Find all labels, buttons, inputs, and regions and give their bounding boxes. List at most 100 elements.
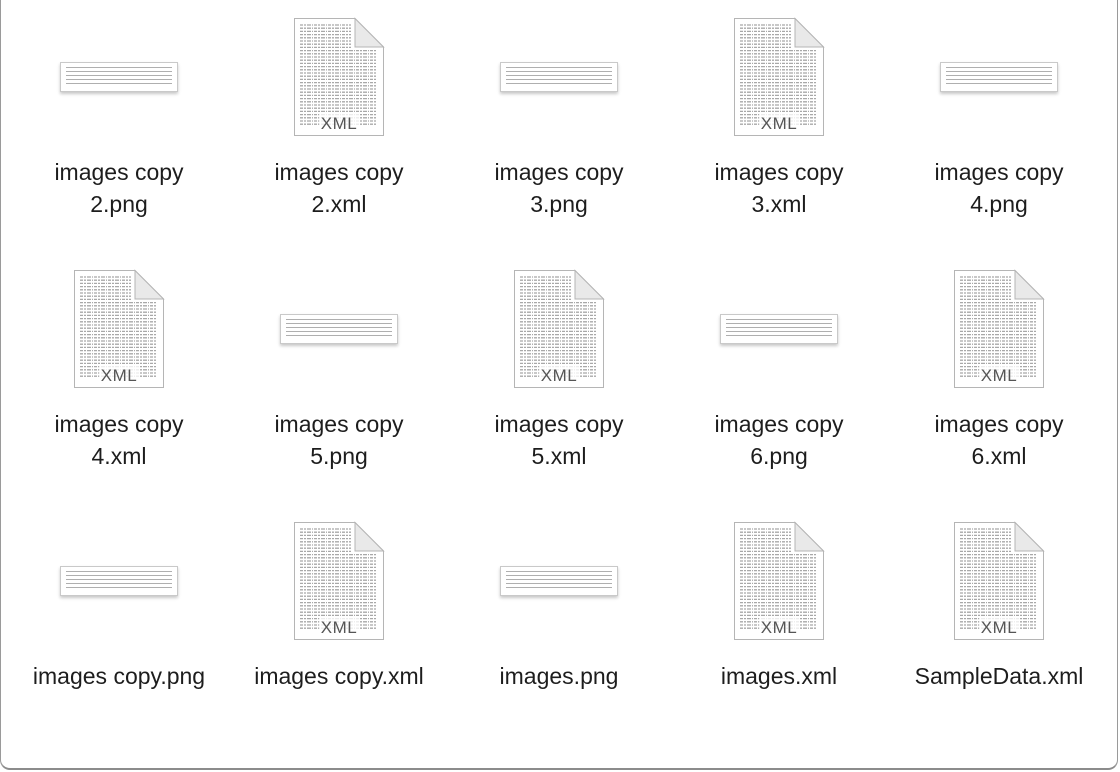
file-name-label[interactable]: images.png: [449, 660, 669, 692]
file-name-line-1: images copy: [54, 411, 184, 437]
file-icon-container[interactable]: XML: [9, 266, 229, 392]
file-item[interactable]: images copy 3.png: [449, 0, 669, 252]
file-name-line-2: 3.png: [530, 191, 588, 217]
thumbnail-text-lines: [66, 571, 172, 591]
xml-badge-label: XML: [758, 114, 800, 133]
file-name-line-1: images copy: [934, 411, 1064, 437]
file-name-line-1: images copy.xml: [254, 663, 424, 689]
image-thumbnail-icon[interactable]: [60, 566, 178, 596]
file-item[interactable]: XML images copy 2.xml: [229, 0, 449, 252]
file-item[interactable]: images copy 6.png: [669, 252, 889, 504]
file-name-line-2: 2.xml: [311, 191, 367, 217]
xml-badge-label: XML: [978, 618, 1020, 637]
xml-badge: XML: [293, 618, 385, 638]
file-item[interactable]: images copy 5.png: [229, 252, 449, 504]
file-item[interactable]: images copy.png: [9, 504, 229, 756]
xml-document-icon[interactable]: XML: [953, 269, 1045, 389]
file-name-label[interactable]: images copy 2.png: [9, 156, 229, 220]
file-name-line-1: images.xml: [720, 663, 838, 689]
file-name-line-2: 5.xml: [531, 443, 587, 469]
file-item[interactable]: XML images copy 5.xml: [449, 252, 669, 504]
file-name-line-1: images copy: [274, 411, 404, 437]
file-name-label[interactable]: images copy 4.png: [889, 156, 1109, 220]
image-thumbnail-icon[interactable]: [280, 314, 398, 344]
xml-badge-label: XML: [978, 366, 1020, 385]
thumbnail-text-lines: [946, 67, 1052, 87]
file-item[interactable]: XML images copy 6.xml: [889, 252, 1109, 504]
xml-document-icon[interactable]: XML: [953, 521, 1045, 641]
image-thumbnail-icon[interactable]: [500, 62, 618, 92]
file-name-label[interactable]: images copy.xml: [229, 660, 449, 692]
file-name-label[interactable]: images copy 4.xml: [9, 408, 229, 472]
file-icon-container[interactable]: XML: [449, 266, 669, 392]
file-name-line-1: images copy: [274, 159, 404, 185]
file-name-line-2: 6.xml: [971, 443, 1027, 469]
file-name-line-2: 4.xml: [91, 443, 147, 469]
file-icon-container[interactable]: [449, 518, 669, 644]
file-icon-container[interactable]: [9, 14, 229, 140]
file-name-label[interactable]: images copy.png: [9, 660, 229, 692]
file-icon-container[interactable]: [889, 14, 1109, 140]
xml-document-icon[interactable]: XML: [293, 17, 385, 137]
thumbnail-text-lines: [506, 571, 612, 591]
xml-badge: XML: [73, 366, 165, 386]
image-thumbnail-icon[interactable]: [60, 62, 178, 92]
file-name-label[interactable]: images copy 3.xml: [669, 156, 889, 220]
file-icon-container[interactable]: XML: [669, 518, 889, 644]
file-name-label[interactable]: images.xml: [669, 660, 889, 692]
xml-document-icon[interactable]: XML: [73, 269, 165, 389]
file-icon-grid: images copy 2.png XML images copy 2.xml image…: [9, 0, 1109, 756]
file-item[interactable]: images.png: [449, 504, 669, 756]
xml-badge: XML: [953, 366, 1045, 386]
image-thumbnail-icon[interactable]: [720, 314, 838, 344]
file-item[interactable]: XML images.xml: [669, 504, 889, 756]
thumbnail-text-lines: [286, 319, 392, 339]
xml-document-icon[interactable]: XML: [733, 17, 825, 137]
file-name-label[interactable]: images copy 6.xml: [889, 408, 1109, 472]
file-name-line-2: 2.png: [90, 191, 148, 217]
xml-badge-label: XML: [538, 366, 580, 385]
file-icon-container[interactable]: XML: [229, 14, 449, 140]
file-icon-container[interactable]: XML: [669, 14, 889, 140]
file-name-label[interactable]: images copy 5.xml: [449, 408, 669, 472]
image-thumbnail-icon[interactable]: [940, 62, 1058, 92]
thumbnail-text-lines: [506, 67, 612, 87]
xml-badge: XML: [733, 618, 825, 638]
file-name-label[interactable]: images copy 6.png: [669, 408, 889, 472]
file-name-line-1: images copy: [714, 411, 844, 437]
xml-document-icon[interactable]: XML: [733, 521, 825, 641]
file-item[interactable]: XML SampleData.xml: [889, 504, 1109, 756]
file-name-label[interactable]: images copy 3.png: [449, 156, 669, 220]
file-icon-container[interactable]: [229, 266, 449, 392]
image-thumbnail-icon[interactable]: [500, 566, 618, 596]
file-icon-container[interactable]: XML: [229, 518, 449, 644]
xml-document-icon[interactable]: XML: [293, 521, 385, 641]
xml-badge: XML: [953, 618, 1045, 638]
file-icon-container[interactable]: [449, 14, 669, 140]
file-item[interactable]: images copy 4.png: [889, 0, 1109, 252]
file-icon-container[interactable]: XML: [889, 266, 1109, 392]
file-item[interactable]: XML images copy.xml: [229, 504, 449, 756]
file-name-label[interactable]: images copy 5.png: [229, 408, 449, 472]
file-name-line-1: SampleData.xml: [914, 663, 1084, 689]
thumbnail-text-lines: [66, 67, 172, 87]
file-name-line-1: images copy: [494, 411, 624, 437]
file-name-line-2: 6.png: [750, 443, 808, 469]
xml-badge: XML: [513, 366, 605, 386]
file-icon-container[interactable]: [669, 266, 889, 392]
file-name-label[interactable]: images copy 2.xml: [229, 156, 449, 220]
file-item[interactable]: images copy 2.png: [9, 0, 229, 252]
file-name-line-2: 3.xml: [751, 191, 807, 217]
file-name-line-1: images copy.png: [32, 663, 206, 689]
file-name-line-1: images copy: [494, 159, 624, 185]
file-name-line-1: images copy: [714, 159, 844, 185]
file-name-line-1: images copy: [934, 159, 1064, 185]
file-item[interactable]: XML images copy 3.xml: [669, 0, 889, 252]
file-icon-container[interactable]: [9, 518, 229, 644]
file-name-label[interactable]: SampleData.xml: [889, 660, 1109, 692]
file-name-line-2: 5.png: [310, 443, 368, 469]
file-icon-container[interactable]: XML: [889, 518, 1109, 644]
file-item[interactable]: XML images copy 4.xml: [9, 252, 229, 504]
xml-document-icon[interactable]: XML: [513, 269, 605, 389]
